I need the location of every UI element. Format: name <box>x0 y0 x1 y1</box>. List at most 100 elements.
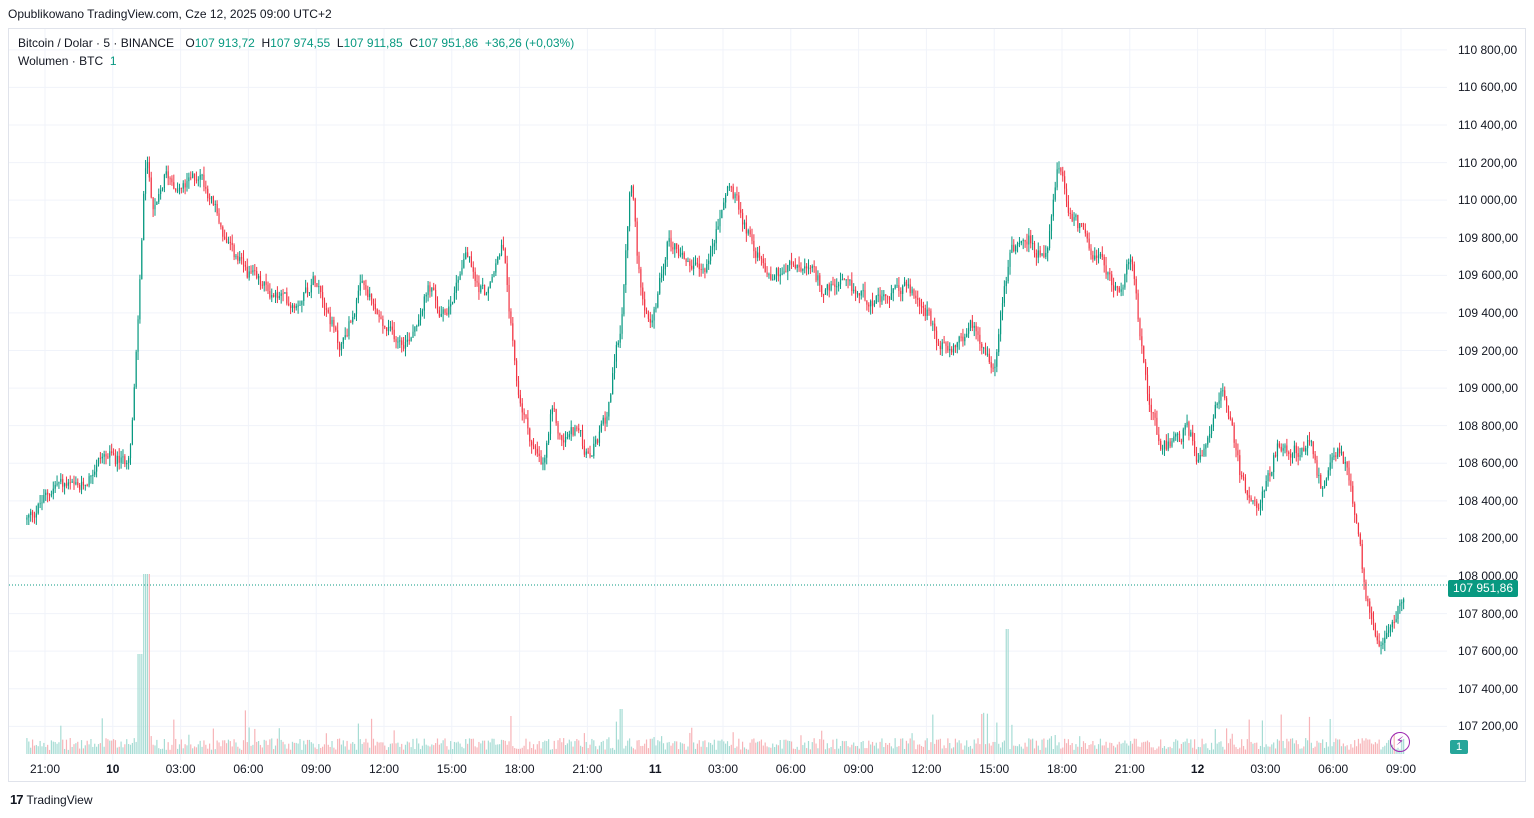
volume-bar <box>890 746 892 754</box>
candle-body <box>182 183 184 189</box>
volume-bar <box>467 743 469 754</box>
candle-body <box>241 257 243 259</box>
candle-body <box>1248 495 1250 498</box>
volume-bar <box>1177 740 1179 754</box>
volume-bar <box>1096 748 1098 754</box>
volume-bar <box>960 743 962 754</box>
volume-bar <box>457 741 459 754</box>
candle-body <box>1303 447 1305 452</box>
candle-body <box>467 252 469 258</box>
candle-body <box>1280 446 1282 451</box>
candle-body <box>280 293 282 296</box>
candle-body <box>1325 478 1328 486</box>
candle-body <box>998 334 1000 353</box>
candle-body <box>225 238 228 243</box>
volume-bar <box>1335 738 1337 754</box>
open-label: O <box>185 36 195 50</box>
volume-bar <box>657 740 659 754</box>
candle-body <box>774 275 776 280</box>
candle-body <box>116 455 118 465</box>
volume-bar <box>546 741 548 754</box>
volume-bar <box>31 739 34 754</box>
volume-bar <box>491 738 493 754</box>
candle-body <box>627 226 629 251</box>
candle-body <box>499 255 501 257</box>
volume-bar <box>1267 746 1269 754</box>
candle-body <box>826 284 828 290</box>
candle-body <box>124 456 126 465</box>
candle-body <box>817 275 819 281</box>
volume-bar <box>489 742 491 754</box>
volume-bar <box>480 743 482 754</box>
candle-body <box>604 417 606 424</box>
volume-label[interactable]: Wolumen · BTC <box>18 54 104 68</box>
candle-body <box>928 309 930 311</box>
candle-body <box>1175 434 1177 437</box>
candle-body <box>548 433 550 444</box>
volume-bar <box>231 746 233 754</box>
candle-body <box>994 366 996 369</box>
volume-bar <box>947 738 949 754</box>
candle-body <box>659 277 661 294</box>
candle-body <box>1333 455 1335 458</box>
candle-body <box>709 249 712 261</box>
volume-bar <box>649 738 651 754</box>
candle-body <box>1190 432 1192 436</box>
volume-bar <box>896 746 898 754</box>
candle-body <box>444 309 446 313</box>
volume-bar <box>248 727 250 754</box>
volume-bar <box>1195 749 1198 754</box>
candle-body <box>888 296 891 300</box>
volume-bar <box>892 748 894 754</box>
volume-bar <box>971 748 973 754</box>
candle-body <box>1109 272 1111 275</box>
volume-bar <box>144 574 147 754</box>
candle-body <box>265 281 267 285</box>
candle-body <box>320 286 322 293</box>
candle-body <box>753 240 755 252</box>
candle-body <box>1020 240 1022 243</box>
volume-bar <box>1133 738 1135 754</box>
volume-bar <box>116 747 118 754</box>
tradingview-brand[interactable]: 17 TradingView <box>10 792 93 807</box>
symbol-label[interactable]: Bitcoin / Dolar · 5 · BINANCE <box>18 36 175 50</box>
close-value: 107 951,86 <box>418 36 479 50</box>
volume-bar <box>1184 741 1186 754</box>
candle-body <box>531 441 533 446</box>
volume-bar <box>907 743 909 754</box>
volume-bar <box>224 740 226 754</box>
volume-bar <box>369 747 371 754</box>
volume-bar <box>1207 748 1209 754</box>
candle-body <box>632 186 634 199</box>
candle-body <box>645 310 648 314</box>
candle-body <box>1141 336 1143 347</box>
candle-body <box>738 195 740 210</box>
candle-body <box>427 285 429 295</box>
volume-bar <box>1003 740 1005 754</box>
candle-body <box>1305 448 1307 452</box>
volume-bar <box>768 747 770 754</box>
candle-body <box>1169 441 1171 447</box>
volume-bar <box>1346 745 1348 754</box>
candle-body <box>143 193 145 241</box>
volume-bar <box>969 745 972 754</box>
candle-body <box>700 269 702 271</box>
volume-bar <box>312 743 314 754</box>
volume-bar <box>981 713 983 754</box>
chart-frame <box>8 28 1526 782</box>
volume-bar <box>555 748 557 754</box>
candle-body <box>1244 477 1247 491</box>
y-tick-label: 107 600,00 <box>1458 644 1519 659</box>
volume-bar <box>854 746 857 754</box>
volume-bar <box>1250 741 1252 754</box>
candle-body <box>681 252 683 255</box>
volume-bar <box>1306 740 1309 754</box>
candle-body <box>478 282 480 293</box>
candle-body <box>1252 500 1254 502</box>
candle-body <box>941 342 943 350</box>
candle-body <box>344 335 346 338</box>
lightning-icon[interactable]: ⚡ <box>1390 732 1410 752</box>
volume-bar <box>1218 742 1220 754</box>
volume-bar <box>33 745 36 754</box>
